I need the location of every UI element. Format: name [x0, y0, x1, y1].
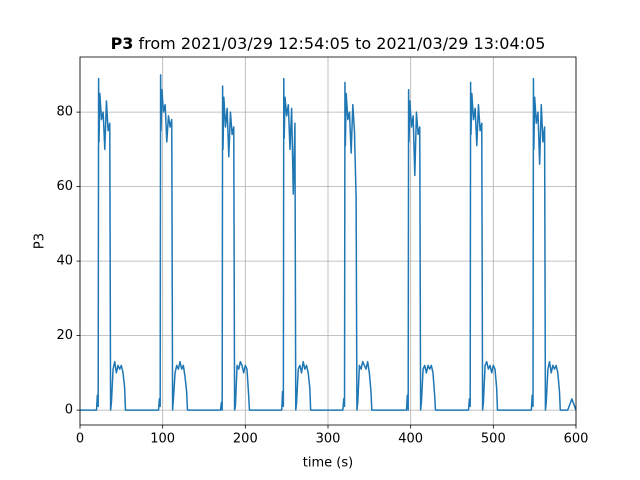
y-tick-label: 40 [56, 254, 73, 269]
plot-frame [79, 56, 577, 426]
x-tick-label: 200 [233, 432, 258, 447]
x-tick-label: 400 [398, 432, 423, 447]
data-line [80, 74, 577, 411]
y-axis-label: P3 [33, 233, 48, 249]
x-tick-label: 0 [76, 432, 84, 447]
x-tick-label: 600 [564, 432, 589, 447]
y-tick-label: 80 [56, 105, 73, 120]
x-axis-label: time (s) [303, 456, 353, 471]
title-text: from 2021/03/29 12:54:05 to 2021/03/29 1… [139, 34, 546, 53]
chart-title: P3 from 2021/03/29 12:54:05 to 2021/03/2… [111, 34, 546, 53]
x-tick-label: 300 [316, 432, 341, 447]
title-bold: P3 [111, 34, 134, 53]
y-tick-label: 60 [56, 179, 73, 194]
x-tick-label: 500 [481, 432, 506, 447]
y-tick-label: 20 [56, 328, 73, 343]
x-tick-label: 100 [150, 432, 175, 447]
y-tick-label: 0 [65, 403, 73, 418]
